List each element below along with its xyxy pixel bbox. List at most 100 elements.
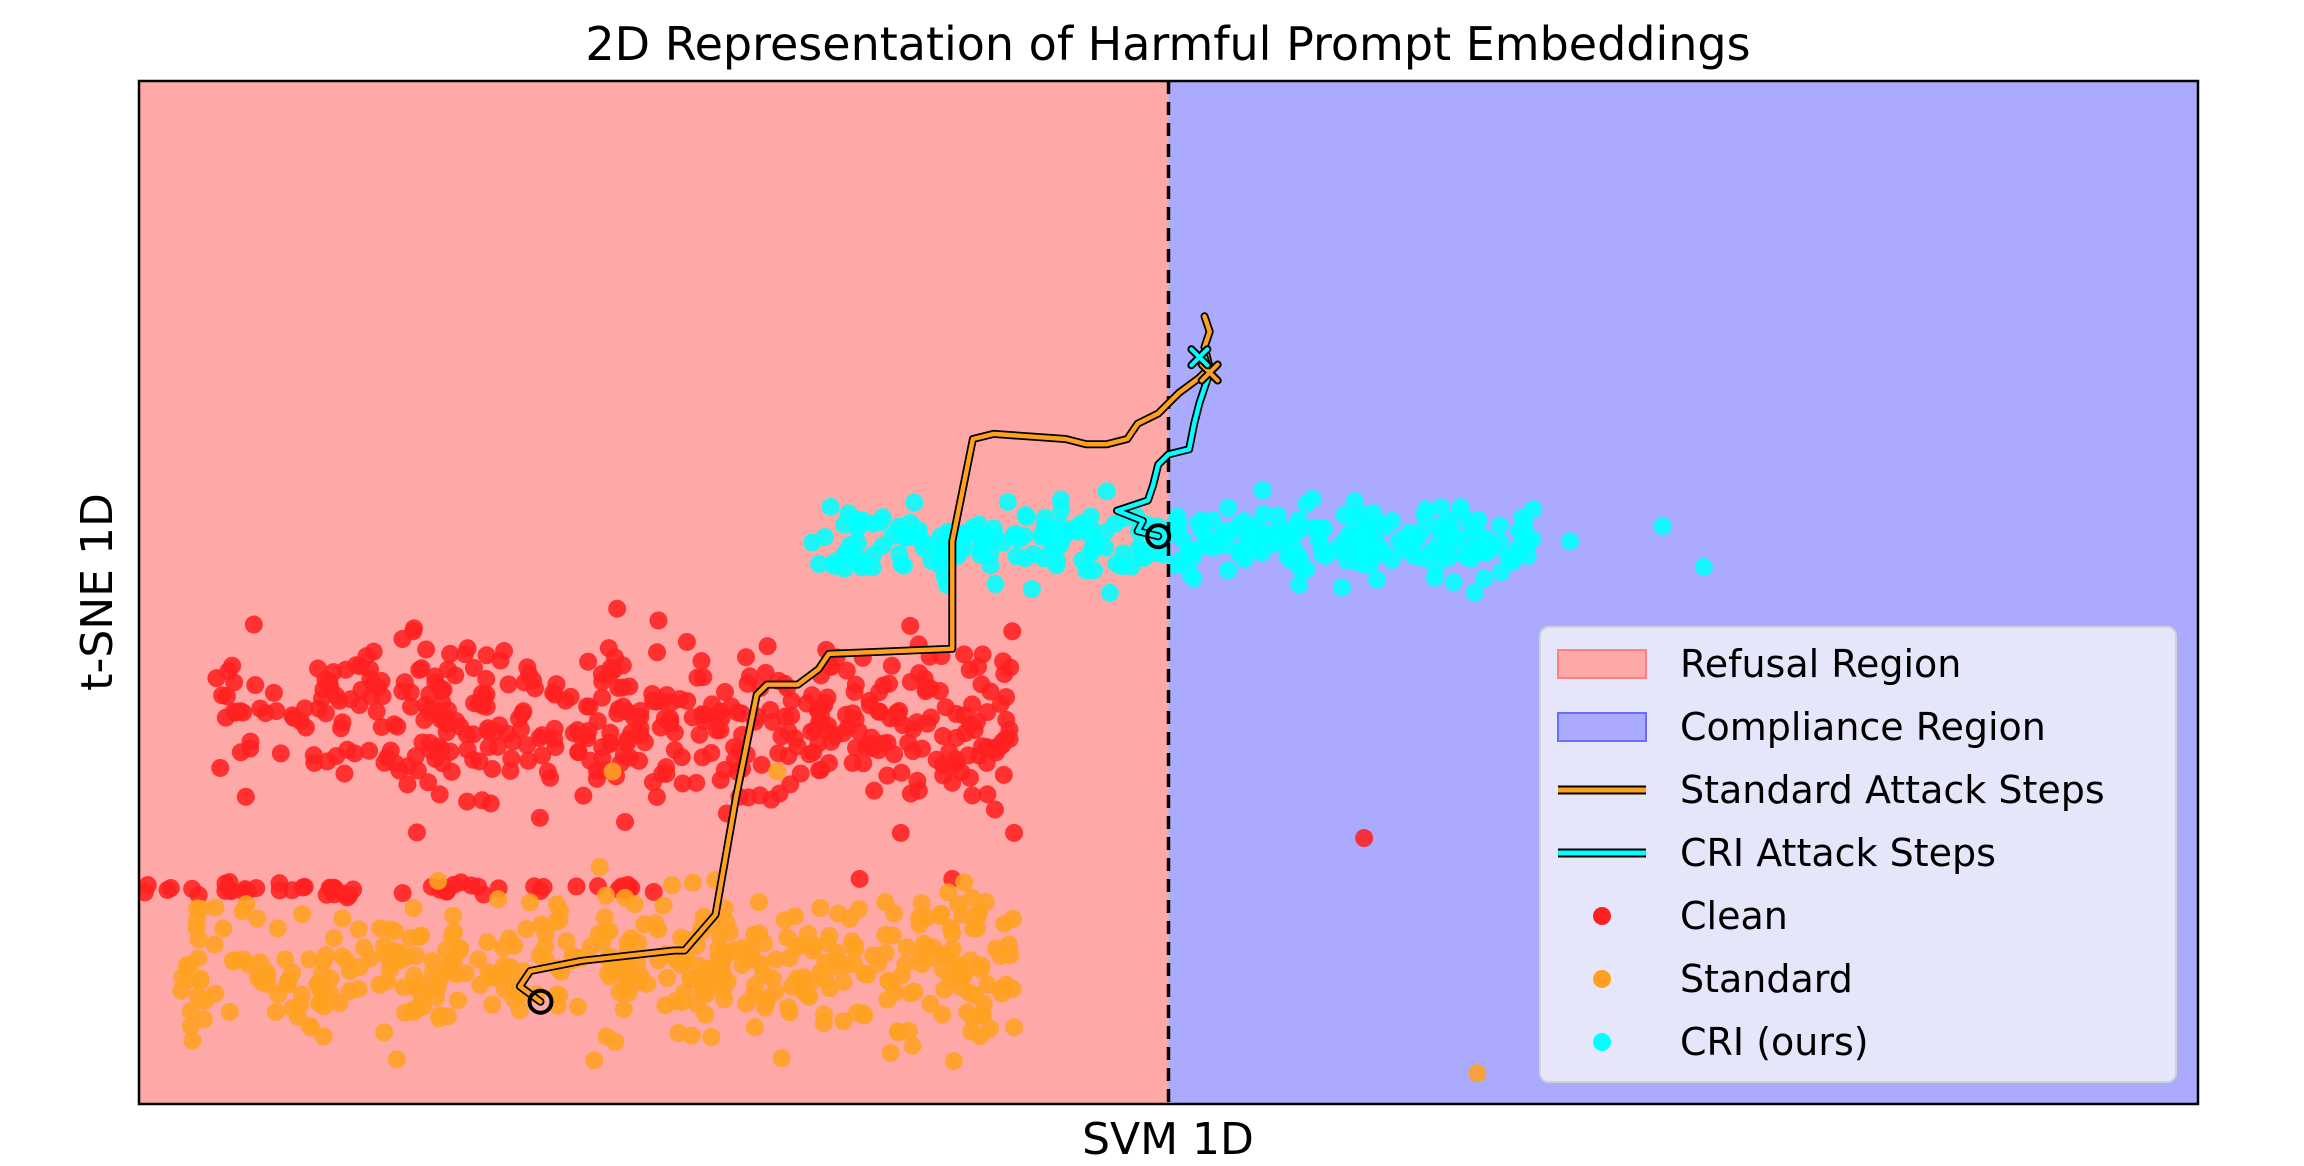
scatter-point [881, 1043, 900, 1062]
scatter-point [854, 1004, 873, 1023]
scatter-point [270, 874, 289, 893]
scatter-point [673, 774, 692, 793]
scatter-point [1516, 531, 1535, 550]
scatter-point [816, 953, 835, 972]
scatter-point [495, 980, 514, 999]
scatter-point [330, 994, 349, 1013]
scatter-point [702, 1028, 721, 1047]
scatter-point [458, 792, 477, 811]
scatter-point [892, 966, 911, 985]
scatter-point [658, 968, 677, 987]
scatter-point [1516, 514, 1535, 533]
scatter-point [177, 956, 196, 975]
path-start-marker [527, 988, 554, 1015]
scatter-point [1216, 525, 1235, 544]
scatter-point [711, 771, 730, 790]
scatter-point [393, 884, 412, 903]
scatter-point [213, 686, 232, 705]
scatter-point [780, 1003, 799, 1022]
scatter-point [241, 739, 260, 758]
scatter-point [874, 676, 893, 695]
scatter-point [406, 747, 425, 766]
scatter-point [885, 745, 904, 764]
scatter-point [387, 1050, 406, 1069]
scatter-point [541, 768, 560, 787]
scatter-point [834, 1012, 853, 1031]
scatter-point [810, 554, 829, 573]
scatter-point [934, 550, 953, 569]
scatter-point [1477, 543, 1496, 562]
scatter-point [568, 997, 587, 1016]
attack-path-line [1114, 354, 1212, 539]
scatter-point [1261, 527, 1280, 546]
scatter-point [858, 965, 877, 984]
scatter-point [625, 895, 644, 914]
legend-cri: CRI (ours) [1593, 1020, 1869, 1064]
scatter-point [943, 940, 962, 959]
scatter-point [327, 686, 346, 705]
legend: Refusal Region Compliance Region Standard … [1539, 626, 2177, 1083]
scatter-point [688, 668, 707, 687]
scatter-point [1082, 543, 1101, 562]
scatter-point [955, 645, 974, 664]
scatter-point [986, 574, 1005, 593]
scatter-point [955, 873, 974, 892]
scatter-point [1355, 829, 1374, 848]
scatter-point [678, 691, 697, 710]
scatter-point [1254, 504, 1273, 523]
scatter-point [843, 704, 862, 723]
scatter-point [836, 544, 855, 563]
scatter-point [994, 765, 1013, 784]
scatter-point [375, 1023, 394, 1042]
scatter-point [194, 1010, 213, 1029]
scatter-point [1253, 481, 1272, 500]
scatter-point [458, 639, 477, 658]
scatter-point [766, 982, 785, 1001]
scatter-point [1219, 561, 1238, 580]
scatter-point [910, 908, 929, 927]
scatter-point [638, 974, 657, 993]
scatter-point [672, 956, 691, 975]
scatter-point [473, 696, 492, 715]
scatter-point [1524, 500, 1543, 519]
scatter-point [1465, 583, 1484, 602]
scatter-point [990, 738, 1009, 757]
scatter-point [225, 673, 244, 692]
scatter-point [191, 969, 210, 988]
scatter-point [820, 979, 839, 998]
scatter-point [725, 941, 744, 960]
scatter-point [991, 695, 1010, 714]
scatter-point [969, 515, 988, 534]
scatter-point [325, 929, 344, 948]
scatter-point [1181, 564, 1200, 583]
scatter-point [593, 688, 612, 707]
series-clean [139, 599, 1374, 907]
scatter-point [337, 951, 356, 970]
scatter-point [267, 702, 286, 721]
scatter-point [965, 721, 984, 740]
scatter-point [489, 890, 508, 909]
scatter-point [464, 658, 483, 677]
scatter-point [778, 928, 797, 947]
scatter-point [349, 920, 368, 939]
scatter-point [441, 742, 460, 761]
scatter-point [401, 683, 420, 702]
scatter-point [964, 919, 983, 938]
scatter-point [653, 692, 672, 711]
scatter-point [853, 511, 872, 530]
scatter-point [139, 876, 157, 895]
scatter-point [647, 787, 666, 806]
scatter-point [222, 882, 241, 901]
scatter-point [1443, 527, 1462, 546]
scatter-point [843, 753, 862, 772]
scatter-point [1502, 552, 1521, 571]
scatter-point [1005, 1018, 1024, 1037]
scatter-point [1341, 523, 1360, 542]
scatter-point [556, 691, 575, 710]
scatter-point [1036, 508, 1055, 527]
scatter-point [660, 714, 679, 733]
scatter-point [1203, 510, 1222, 529]
scatter-point [488, 737, 507, 756]
scatter-point [477, 646, 496, 665]
svg-text:Standard Attack Steps: Standard Attack Steps [1680, 768, 2105, 812]
